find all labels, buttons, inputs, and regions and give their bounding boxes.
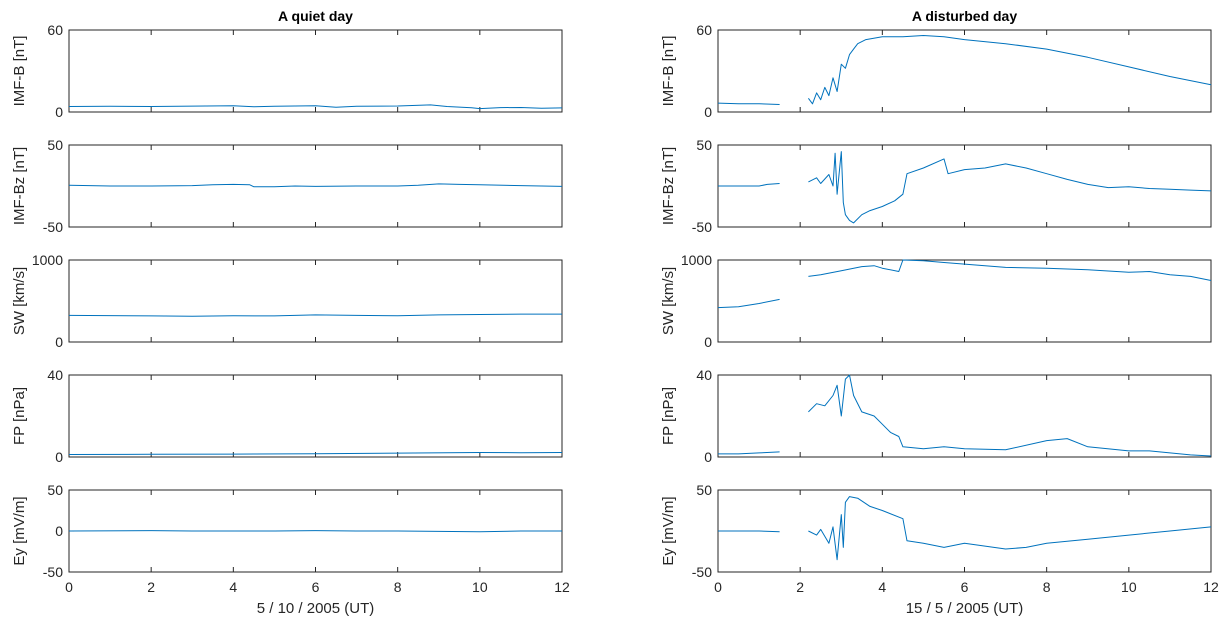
y-tick-label: 50	[47, 137, 63, 153]
x-tick-label: 10	[472, 579, 488, 595]
y-tick-label: 40	[696, 367, 712, 383]
y-tick-label: -50	[43, 219, 63, 235]
series-line	[718, 530, 780, 533]
series-line	[717, 298, 780, 309]
series-line	[717, 102, 780, 105]
y-axis-label: IMF-B [nT]	[660, 36, 677, 107]
y-tick-label: 50	[47, 482, 63, 498]
x-tick-label: 12	[554, 579, 570, 595]
y-tick-label: 50	[696, 482, 712, 498]
y-axis-label: Ey [mV/m]	[11, 496, 28, 565]
y-tick-label: -50	[692, 564, 712, 580]
panel-frame	[68, 374, 563, 458]
y-tick-label: 60	[47, 22, 63, 38]
y-axis-label: Ey [mV/m]	[660, 496, 677, 565]
series-line	[718, 451, 780, 455]
y-tick-label: 0	[55, 449, 63, 465]
panel-frame	[68, 29, 563, 113]
y-tick-label: 1000	[681, 252, 712, 268]
y-tick-label: 1000	[32, 252, 63, 268]
y-tick-label: 0	[55, 334, 63, 350]
panel-frame	[717, 144, 1212, 228]
series-line	[68, 452, 563, 455]
chart-title: A quiet day	[278, 8, 353, 24]
series-line	[68, 530, 562, 533]
x-tick-label: 8	[1043, 579, 1051, 595]
y-tick-label: 0	[704, 104, 712, 120]
y-tick-label: 50	[696, 137, 712, 153]
y-axis-label: IMF-Bz [nT]	[11, 147, 28, 225]
x-axis-label: 5 / 10 / 2005 (UT)	[257, 600, 375, 617]
y-tick-label: 0	[704, 449, 712, 465]
y-tick-label: 0	[55, 104, 63, 120]
x-tick-label: 0	[65, 579, 73, 595]
y-axis-label: SW [km/s]	[11, 267, 28, 335]
y-axis-label: IMF-Bz [nT]	[660, 147, 677, 225]
x-tick-label: 10	[1121, 579, 1137, 595]
y-axis-label: IMF-B [nT]	[11, 36, 28, 107]
series-line	[68, 104, 563, 110]
series-line	[808, 151, 1212, 224]
x-tick-label: 2	[147, 579, 155, 595]
series-line	[808, 259, 1212, 281]
y-axis-label: FP [nPa]	[11, 387, 28, 445]
panel-frame	[717, 29, 1212, 113]
chart-title: A disturbed day	[912, 8, 1017, 24]
y-tick-label: -50	[692, 219, 712, 235]
x-tick-label: 4	[878, 579, 886, 595]
y-axis-label: FP [nPa]	[660, 387, 677, 445]
panel-frame	[717, 489, 1212, 573]
x-tick-label: 8	[394, 579, 402, 595]
x-tick-label: 6	[312, 579, 320, 595]
x-axis-label: 15 / 5 / 2005 (UT)	[906, 600, 1024, 617]
x-tick-label: 0	[714, 579, 722, 595]
y-tick-label: 40	[47, 367, 63, 383]
panel-frame	[717, 374, 1212, 458]
panel-frame	[68, 259, 563, 343]
x-tick-label: 2	[796, 579, 804, 595]
y-tick-label: -50	[43, 564, 63, 580]
series-line	[68, 183, 563, 188]
y-tick-label: 0	[55, 523, 63, 539]
y-tick-label: 60	[696, 22, 712, 38]
x-tick-label: 4	[229, 579, 237, 595]
y-tick-label: 0	[704, 334, 712, 350]
x-tick-label: 6	[961, 579, 969, 595]
series-line	[807, 35, 1212, 105]
series-line	[808, 496, 1212, 561]
series-line	[718, 183, 780, 187]
series-line	[808, 374, 1212, 457]
x-tick-label: 12	[1203, 579, 1219, 595]
series-line	[68, 313, 562, 317]
y-axis-label: SW [km/s]	[660, 267, 677, 335]
